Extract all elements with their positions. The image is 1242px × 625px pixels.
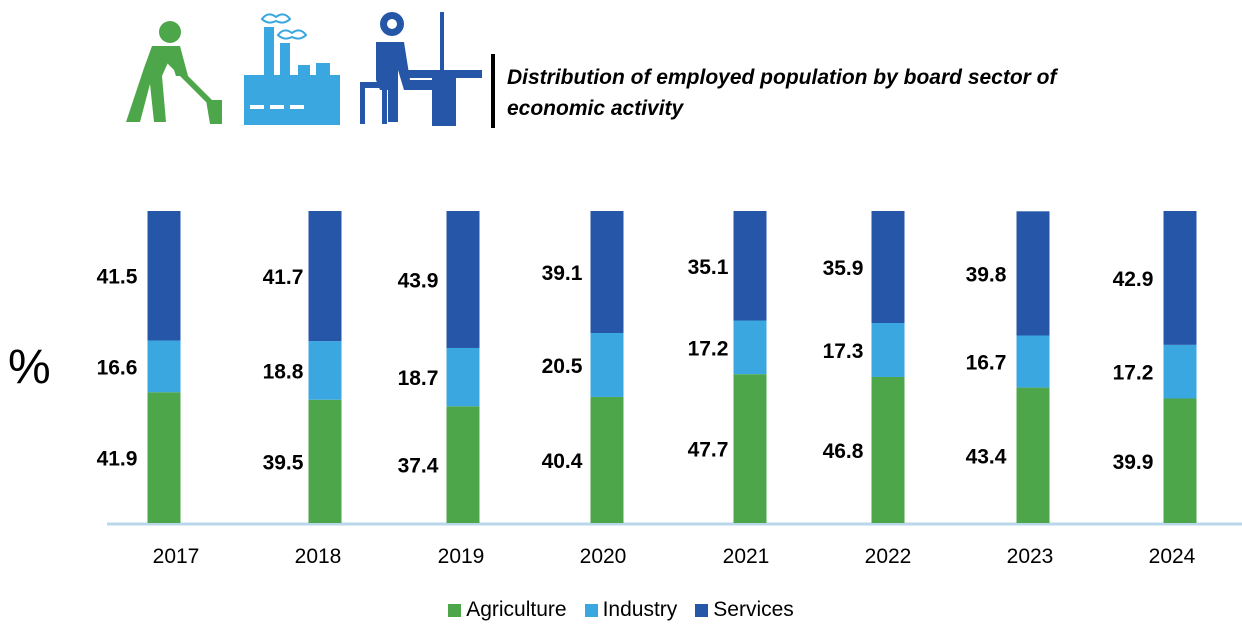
data-label-industry-2020: 20.5 [542,355,583,378]
x-tick-label-2021: 2021 [723,545,770,568]
bar-industry-2018 [308,341,342,400]
y-unit-label: % [8,341,51,394]
x-tick-label-2022: 2022 [865,545,912,568]
bar-services-2021 [733,211,767,321]
data-label-industry-2021: 17.2 [688,337,729,360]
office-worker-icon [360,12,482,126]
bar-industry-2021 [733,320,767,375]
chart-title: Distribution of employed population by b… [507,66,1057,120]
legend-item-agriculture: Agriculture [448,598,567,622]
data-label-services-2023: 39.8 [966,263,1007,286]
bar-agriculture-2021 [733,374,767,523]
data-label-industry-2023: 16.7 [966,352,1007,375]
bar-services-2024 [1163,211,1197,345]
legend: Agriculture Industry Services [0,598,1242,622]
bar-agriculture-2022 [871,376,905,523]
data-label-services-2017: 41.5 [97,266,138,289]
x-tick-label-2020: 2020 [580,545,627,568]
bar-services-2022 [871,211,905,324]
data-label-services-2021: 35.1 [688,256,729,279]
data-label-services-2020: 39.1 [542,262,583,285]
bar-agriculture-2024 [1163,398,1197,523]
legend-label-services: Services [713,598,794,621]
legend-item-industry: Industry [584,598,678,622]
bar-industry-2024 [1163,344,1197,399]
data-label-agriculture-2021: 47.7 [688,439,729,462]
bar-agriculture-2018 [308,399,342,523]
legend-label-agriculture: Agriculture [466,598,567,621]
bar-services-2023 [1016,211,1050,336]
bar-industry-2022 [871,323,905,377]
data-label-services-2022: 35.9 [823,257,864,280]
data-label-industry-2017: 16.6 [97,356,138,379]
farmer-hoeing-icon [126,21,222,124]
legend-item-services: Services [695,598,794,622]
data-label-agriculture-2020: 40.4 [542,450,583,473]
data-label-agriculture-2018: 39.5 [263,451,304,474]
x-tick-label-2023: 2023 [1007,545,1054,568]
bar-agriculture-2023 [1016,387,1050,523]
legend-swatch-agriculture [448,604,462,617]
data-label-agriculture-2019: 37.4 [398,455,439,478]
bar-agriculture-2017 [147,392,181,523]
bar-industry-2017 [147,340,181,393]
title-divider [491,54,495,128]
data-label-services-2018: 41.7 [263,266,304,289]
x-tick-label-2017: 2017 [153,545,200,568]
bar-services-2017 [147,211,181,341]
x-tick-label-2019: 2019 [438,545,485,568]
factory-icon [244,13,340,125]
data-label-agriculture-2023: 43.4 [966,445,1007,468]
data-label-industry-2022: 17.3 [823,340,864,363]
bar-agriculture-2019 [446,406,480,523]
legend-swatch-services [695,604,709,617]
data-label-agriculture-2022: 46.8 [823,440,864,463]
data-label-agriculture-2024: 39.9 [1113,451,1154,474]
bar-industry-2020 [590,332,624,397]
bar-agriculture-2020 [590,396,624,523]
data-label-services-2019: 43.9 [398,269,439,292]
data-label-industry-2018: 18.8 [263,360,304,383]
bar-services-2019 [446,211,480,348]
data-label-industry-2019: 18.7 [398,367,439,390]
bar-industry-2023 [1016,335,1050,388]
chart-header: Distribution of employed population by b… [0,0,1242,140]
x-tick-label-2024: 2024 [1149,545,1196,568]
bar-services-2020 [590,211,624,333]
legend-swatch-industry [584,604,598,617]
data-label-industry-2024: 17.2 [1113,362,1154,385]
bar-services-2018 [308,211,342,342]
legend-label-industry: Industry [602,598,678,621]
data-label-agriculture-2017: 41.9 [97,448,138,471]
x-tick-label-2018: 2018 [295,545,342,568]
data-label-services-2024: 42.9 [1113,268,1154,291]
bar-industry-2019 [446,347,480,407]
stacked-bar-chart: 41.9 16.6 41.5 2017 39.5 18.8 41.7 2018 37.4 18.7… [97,211,1242,568]
